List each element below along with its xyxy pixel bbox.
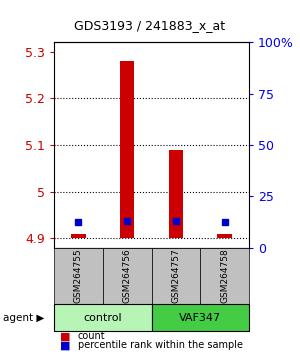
Text: percentile rank within the sample: percentile rank within the sample [78,340,243,350]
Text: GSM264757: GSM264757 [171,249,180,303]
Text: GSM264755: GSM264755 [74,249,83,303]
Text: agent ▶: agent ▶ [3,313,44,323]
Bar [217,234,232,239]
Text: VAF347: VAF347 [179,313,221,323]
Text: GDS3193 / 241883_x_at: GDS3193 / 241883_x_at [74,19,226,33]
Text: GSM264756: GSM264756 [123,249,132,303]
Text: GSM264758: GSM264758 [220,249,229,303]
Text: count: count [78,331,106,341]
Text: control: control [83,313,122,323]
Text: ■: ■ [60,340,70,350]
Bar [169,150,183,239]
Text: ■: ■ [60,331,70,341]
Bar [71,234,86,239]
Bar [120,61,134,239]
